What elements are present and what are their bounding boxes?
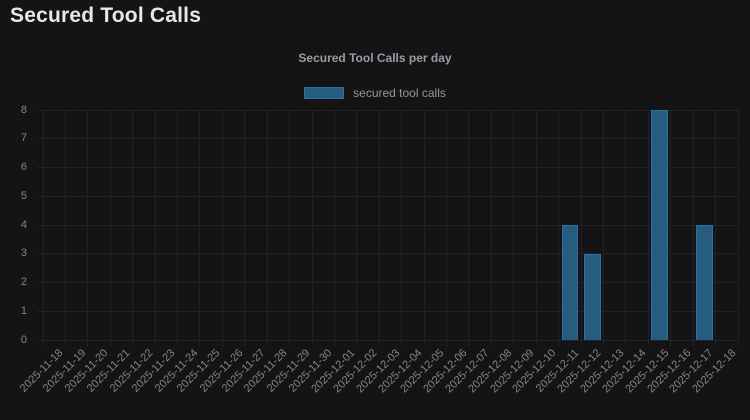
y-tick-label: 5 [20, 189, 27, 202]
y-tick-label: 7 [20, 132, 27, 145]
y-gridline [37, 195, 738, 197]
y-gridline [37, 282, 738, 283]
y-gridline [37, 253, 738, 255]
x-gridline [289, 110, 291, 346]
x-gridline [468, 110, 470, 346]
x-gridline [737, 110, 739, 346]
y-tick-label: 6 [20, 161, 27, 173]
bar[interactable] [651, 110, 668, 340]
y-gridline [37, 310, 738, 312]
y-gridline [37, 167, 738, 168]
x-gridline [87, 110, 89, 346]
legend-item-secured-tool-calls[interactable]: secured tool calls [0, 86, 750, 100]
x-gridline [558, 110, 560, 346]
bar[interactable] [696, 225, 713, 340]
page-title: Secured Tool Calls [10, 4, 202, 27]
y-tick-label: 4 [20, 218, 27, 231]
y-gridline [37, 339, 738, 341]
x-gridline [715, 110, 717, 346]
x-gridline [647, 110, 649, 346]
x-gridline [602, 110, 604, 346]
x-gridline [64, 110, 66, 346]
x-gridline [535, 110, 537, 346]
y-tick-label: 1 [20, 304, 27, 317]
y-tick-label: 2 [20, 276, 27, 288]
x-gridline [513, 110, 515, 346]
x-gridline [423, 110, 425, 346]
y-tick-label: 0 [20, 333, 27, 346]
x-gridline [356, 110, 358, 346]
y-gridline [37, 109, 738, 111]
x-gridline [42, 110, 44, 346]
x-gridline [490, 110, 492, 346]
x-gridline [580, 110, 582, 346]
x-gridline [625, 110, 627, 346]
chart-title: Secured Tool Calls per day [298, 51, 452, 65]
legend-label: secured tool calls [353, 86, 446, 100]
plot-area: 0 1 2 3 4 5 6 7 8 2025-11-18 2025-11-19 2025-11-20 2… [18, 104, 739, 395]
x-gridline [244, 110, 246, 346]
x-gridline [446, 110, 448, 346]
x-gridline [378, 110, 380, 346]
y-tick-label: 8 [20, 103, 27, 116]
bar[interactable] [561, 225, 579, 340]
y-gridline [37, 224, 738, 226]
x-gridline [109, 110, 111, 346]
x-gridline [401, 110, 403, 346]
x-gridline [311, 110, 313, 346]
x-gridline [333, 110, 335, 346]
x-gridline [154, 110, 156, 346]
bar[interactable] [583, 253, 601, 340]
legend-color-swatch [304, 87, 345, 99]
x-gridline [177, 110, 179, 346]
x-gridline [670, 110, 672, 346]
x-gridline [221, 110, 223, 346]
y-gridline [37, 138, 738, 140]
x-gridline [692, 110, 694, 346]
x-gridline [266, 110, 268, 346]
y-tick-label: 3 [20, 247, 27, 260]
x-gridline [199, 110, 201, 346]
x-gridline [132, 110, 134, 346]
